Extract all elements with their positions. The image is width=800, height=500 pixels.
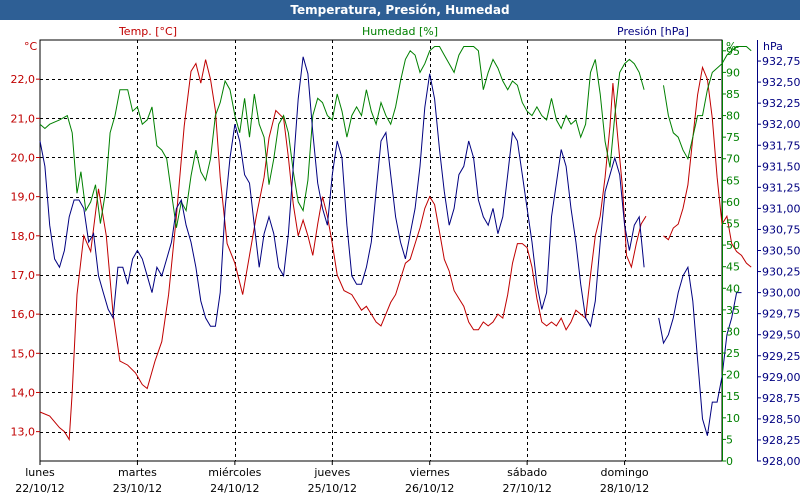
x-tick-date: 28/10/12: [600, 482, 649, 495]
pressure-tick-label: 932,50: [762, 76, 800, 89]
humidity-tick-label: 90: [726, 66, 740, 79]
temp-tick-label: 19,0: [11, 191, 36, 204]
pressure-tick-label: 930,00: [762, 287, 800, 300]
x-tick-date: 23/10/12: [113, 482, 162, 495]
humidity-tick-label: 25: [726, 347, 740, 360]
series-line-pres: [39, 56, 645, 328]
pressure-tick-label: 928,75: [762, 392, 800, 405]
temp-tick-label: 22,0: [11, 73, 36, 86]
pressure-tick-label: 931,00: [762, 202, 800, 215]
humidity-tick-label: 85: [726, 88, 740, 101]
pressure-tick-label: 928,25: [762, 434, 800, 447]
pressure-tick-label: 929,00: [762, 371, 800, 384]
x-tick-day: miércoles: [208, 466, 261, 479]
humidity-axis-unit: %: [726, 40, 736, 53]
temp-tick-label: 13,0: [11, 426, 36, 439]
humidity-tick-label: 40: [726, 282, 740, 295]
temp-axis-unit: °C: [24, 40, 38, 53]
humidity-tick-label: 55: [726, 218, 740, 231]
temp-tick-label: 18,0: [11, 230, 36, 243]
x-tick-day: jueves: [313, 466, 350, 479]
pressure-tick-label: 930,50: [762, 245, 800, 258]
x-tick-date: 24/10/12: [210, 482, 259, 495]
pressure-tick-label: 931,50: [762, 160, 800, 173]
pressure-tick-label: 931,25: [762, 181, 800, 194]
temp-tick-label: 15,0: [11, 347, 36, 360]
legend-pres: Presión [hPa]: [617, 25, 689, 38]
humidity-tick-label: 65: [726, 174, 740, 187]
temp-tick-label: 14,0: [11, 386, 36, 399]
window-title: Temperatura, Presión, Humedad: [0, 0, 800, 20]
humidity-tick-label: 50: [726, 239, 740, 252]
series-line-temp: [663, 65, 752, 268]
plot-area: [39, 39, 723, 462]
pressure-tick-label: 929,50: [762, 329, 800, 342]
pressure-tick-label: 929,25: [762, 350, 800, 363]
pressure-tick-label: 928,50: [762, 413, 800, 426]
legend-hum: Humedad [%]: [362, 25, 438, 38]
x-tick-day: viernes: [410, 466, 450, 479]
humidity-tick-label: 0: [726, 455, 733, 468]
x-tick-date: 25/10/12: [308, 482, 357, 495]
pressure-tick-label: 932,75: [762, 55, 800, 68]
humidity-tick-label: 60: [726, 196, 740, 209]
humidity-tick-label: 95: [726, 45, 740, 58]
pressure-axis-unit: hPa: [763, 40, 783, 53]
pressure-tick-label: 928,00: [762, 455, 800, 468]
humidity-tick-label: 5: [726, 433, 733, 446]
pressure-tick-label: 930,25: [762, 266, 800, 279]
humidity-tick-label: 70: [726, 153, 740, 166]
temp-tick-label: 20,0: [11, 151, 36, 164]
humidity-tick-label: 20: [726, 369, 740, 382]
pressure-tick-label: 931,75: [762, 139, 800, 152]
humidity-tick-label: 10: [726, 412, 740, 425]
temp-tick-label: 17,0: [11, 269, 36, 282]
x-tick-date: 22/10/12: [15, 482, 64, 495]
pressure-tick-label: 930,75: [762, 223, 800, 236]
series-line-hum: [663, 46, 752, 161]
series-line-hum: [39, 46, 645, 228]
pressure-tick-label: 929,75: [762, 308, 800, 321]
series-line-pres: [658, 265, 742, 436]
x-tick-date: 27/10/12: [502, 482, 551, 495]
humidity-tick-label: 75: [726, 131, 740, 144]
humidity-tick-label: 35: [726, 304, 740, 317]
x-tick-date: 26/10/12: [405, 482, 454, 495]
chart-canvas: 13,0 14,0 15,0 16,0 17,0 18,0 19,0 20,0 21,0 22,0…: [11, 25, 800, 495]
pressure-tick-label: 932,00: [762, 118, 800, 131]
temp-tick-label: 16,0: [11, 308, 36, 321]
legend-temp: Temp. [°C]: [118, 25, 177, 38]
x-tick-day: martes: [118, 466, 157, 479]
x-tick-day: lunes: [25, 466, 55, 479]
temp-tick-label: 21,0: [11, 112, 36, 125]
series-line-temp: [39, 59, 647, 442]
humidity-tick-label: 45: [726, 261, 740, 274]
x-tick-day: sábado: [507, 466, 547, 479]
humidity-tick-label: 30: [726, 325, 740, 338]
pressure-tick-label: 932,25: [762, 97, 800, 110]
humidity-tick-label: 80: [726, 110, 740, 123]
x-tick-day: domingo: [600, 466, 648, 479]
humidity-tick-label: 15: [726, 390, 740, 403]
